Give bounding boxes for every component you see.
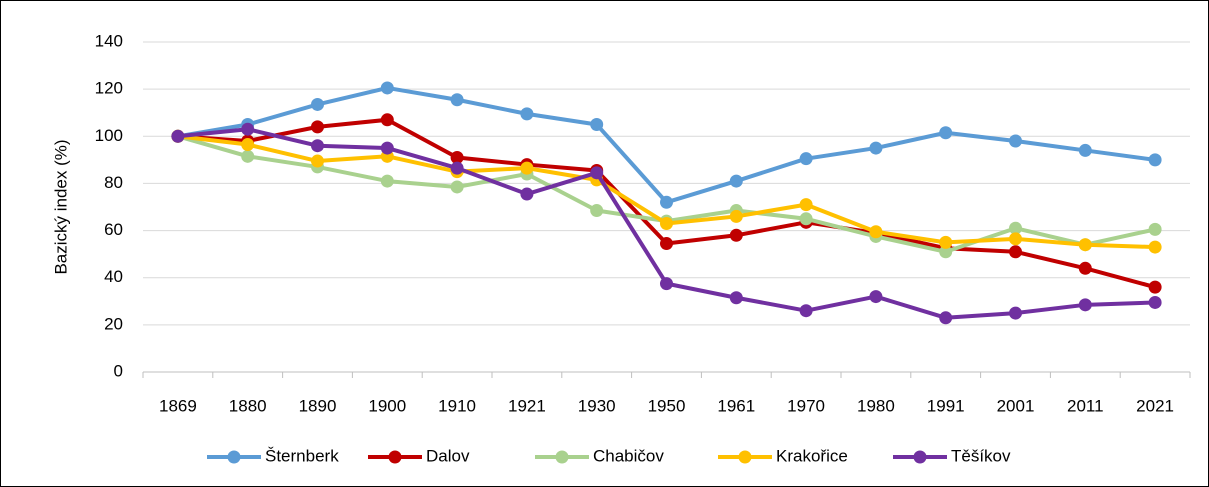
marker	[450, 93, 464, 107]
x-tick-label: 1910	[438, 396, 476, 415]
marker	[380, 141, 394, 155]
x-tick-label: 1880	[229, 396, 267, 415]
legend-label: Dalov	[426, 446, 470, 465]
y-tick-label: 60	[104, 220, 123, 239]
marker	[1148, 295, 1162, 309]
x-tick-label: 2011	[1067, 396, 1104, 415]
marker	[660, 217, 673, 230]
x-tick-label: 1991	[927, 396, 965, 415]
marker	[590, 166, 604, 180]
legend-marker	[388, 450, 402, 464]
marker	[311, 154, 324, 168]
y-axis-label: Bazický index (%)	[51, 139, 70, 274]
y-tick-label: 140	[95, 31, 123, 50]
marker	[939, 235, 953, 249]
marker	[799, 152, 813, 166]
marker	[241, 149, 255, 163]
marker	[520, 161, 534, 175]
marker	[380, 113, 394, 127]
x-tick-label: 1950	[648, 396, 686, 415]
marker	[939, 245, 953, 259]
marker	[660, 277, 673, 291]
marker	[729, 174, 743, 188]
marker	[241, 138, 255, 152]
marker	[799, 212, 813, 226]
legend-label: Šternberk	[265, 446, 339, 465]
x-tick-label: 2021	[1136, 396, 1174, 415]
legend-marker	[555, 450, 569, 464]
marker	[799, 304, 813, 318]
marker	[1078, 143, 1092, 157]
marker	[939, 126, 953, 140]
marker	[1148, 153, 1162, 167]
x-tick-label: 1869	[159, 396, 197, 415]
marker	[1009, 221, 1022, 235]
legend-marker	[738, 450, 752, 464]
y-tick-label: 120	[95, 79, 123, 98]
y-tick-label: 40	[104, 267, 123, 286]
marker	[1078, 261, 1092, 275]
marker	[450, 151, 464, 164]
legend-label: Chabičov	[593, 446, 664, 465]
marker	[869, 225, 883, 239]
marker	[729, 209, 743, 223]
marker	[520, 187, 534, 201]
marker	[1009, 245, 1022, 259]
y-tick-label: 80	[104, 173, 123, 192]
marker	[450, 180, 464, 194]
marker	[450, 161, 464, 175]
x-tick-label: 1961	[717, 396, 755, 415]
y-tick-label: 0	[114, 361, 123, 380]
marker	[729, 291, 743, 305]
y-tick-label: 20	[104, 314, 123, 333]
marker	[520, 107, 534, 121]
marker	[380, 174, 394, 188]
marker	[1148, 280, 1162, 294]
x-tick-label: 1970	[787, 396, 825, 415]
marker	[311, 120, 324, 134]
legend-label: Těšíkov	[951, 446, 1011, 465]
marker	[171, 129, 185, 143]
marker	[380, 81, 394, 95]
x-tick-label: 1900	[368, 396, 406, 415]
marker	[729, 228, 743, 242]
marker	[1148, 240, 1162, 254]
marker	[311, 139, 324, 153]
y-tick-label: 100	[95, 126, 123, 145]
marker	[799, 198, 813, 212]
x-tick-label: 1930	[578, 396, 616, 415]
marker	[869, 141, 883, 155]
marker	[1009, 134, 1022, 148]
marker	[311, 97, 324, 111]
legend-label: Krakořice	[776, 446, 848, 465]
marker	[1148, 222, 1162, 236]
legend-marker	[913, 450, 927, 464]
marker	[869, 290, 883, 304]
legend-marker	[227, 450, 241, 464]
marker	[1078, 238, 1092, 252]
marker	[660, 237, 673, 251]
marker	[1078, 298, 1092, 312]
x-tick-label: 1890	[299, 396, 337, 415]
marker	[939, 311, 953, 325]
marker	[590, 118, 604, 131]
x-tick-label: 1980	[857, 396, 895, 415]
marker	[660, 195, 673, 209]
marker	[1009, 306, 1022, 320]
marker	[1009, 232, 1022, 246]
x-tick-label: 2001	[997, 396, 1035, 415]
marker	[590, 204, 604, 218]
marker	[241, 122, 255, 136]
x-tick-label: 1921	[508, 396, 546, 415]
